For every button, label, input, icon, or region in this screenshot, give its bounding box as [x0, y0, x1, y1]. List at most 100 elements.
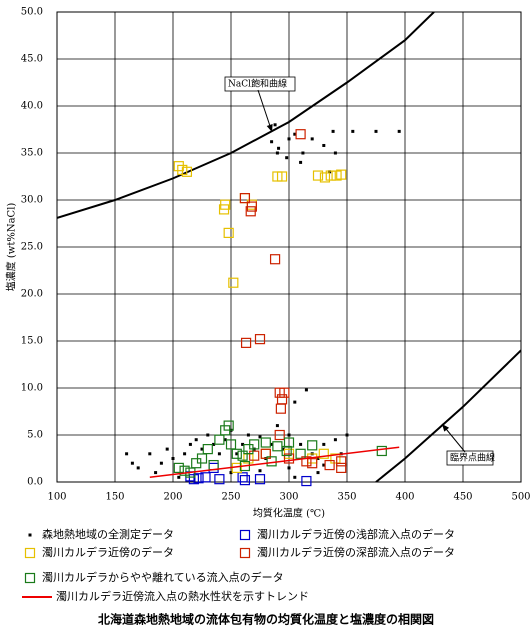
- point: [239, 475, 251, 486]
- point: [260, 448, 271, 459]
- point: [125, 452, 129, 456]
- x-tick-label: 250: [221, 492, 240, 503]
- point: [258, 469, 262, 473]
- point: [310, 137, 314, 141]
- point: [397, 129, 401, 133]
- point: [254, 334, 266, 345]
- point: [293, 132, 297, 136]
- point: [295, 129, 306, 140]
- point: [301, 475, 312, 487]
- annotation-box: [446, 450, 494, 466]
- legend-swatch: [239, 547, 251, 559]
- point: [173, 161, 184, 172]
- point: [237, 472, 248, 483]
- point: [214, 474, 225, 485]
- point: [229, 471, 233, 475]
- legend-label: 濁川カルデラからやや離れている流入点のデータ: [42, 570, 284, 584]
- y-tick-label: 5.0: [27, 430, 43, 441]
- point: [225, 439, 237, 450]
- x-tick-label: 450: [453, 492, 472, 503]
- point: [322, 442, 326, 446]
- point: [331, 129, 335, 133]
- point: [330, 453, 341, 464]
- point: [287, 433, 291, 437]
- point: [293, 400, 297, 404]
- point: [214, 434, 225, 445]
- point: [273, 123, 277, 127]
- x-tick-label: 200: [163, 492, 182, 503]
- legend-label: 濁川カルデラ近傍流入点の熱水性状を示すトレンド: [56, 589, 309, 603]
- point: [239, 193, 251, 204]
- point: [351, 129, 355, 133]
- point: [299, 160, 303, 164]
- point: [235, 452, 239, 456]
- point: [194, 438, 198, 442]
- point: [237, 450, 248, 461]
- point: [281, 447, 285, 451]
- curve: [375, 349, 521, 482]
- point: [223, 227, 234, 238]
- point: [159, 461, 163, 465]
- trend-line: [149, 446, 400, 479]
- x-axis-label: 均質化温度 (℃): [253, 507, 325, 520]
- point: [188, 442, 192, 446]
- y-tick-label: 10.0: [21, 383, 43, 394]
- point: [295, 448, 306, 459]
- y-axis-label: 塩濃度 (wt%NaCl): [5, 203, 18, 292]
- point: [301, 456, 312, 467]
- point: [287, 466, 291, 470]
- point: [328, 170, 332, 174]
- point: [212, 442, 216, 446]
- legend-label: 濁川カルデラ近傍の浅部流入点のデータ: [257, 527, 455, 541]
- point: [223, 420, 234, 431]
- point: [276, 171, 288, 182]
- point: [245, 206, 256, 217]
- y-tick-label: 50.0: [21, 7, 43, 18]
- point: [345, 433, 349, 437]
- point: [241, 442, 245, 446]
- point: [285, 156, 289, 160]
- point: [333, 438, 337, 442]
- legend-label: 森地熱地域の全測定データ: [42, 527, 174, 541]
- legend-label: 濁川カルデラ近傍のデータ: [42, 545, 174, 559]
- point: [374, 129, 378, 133]
- point: [269, 254, 281, 265]
- point: [287, 137, 291, 141]
- point: [322, 143, 326, 147]
- point: [275, 424, 279, 428]
- point: [165, 447, 169, 451]
- point: [336, 462, 347, 473]
- point: [270, 140, 274, 144]
- point: [336, 456, 347, 467]
- point: [260, 437, 271, 448]
- point: [274, 429, 285, 441]
- point: [312, 170, 324, 181]
- legend-swatch: [24, 572, 36, 584]
- y-tick-label: 0.0: [27, 477, 43, 488]
- point: [246, 433, 250, 437]
- y-tick-label: 15.0: [21, 336, 43, 347]
- point: [249, 450, 260, 461]
- arrow-head: [442, 424, 450, 432]
- point: [254, 474, 266, 485]
- point: [181, 166, 193, 177]
- point: [336, 169, 347, 180]
- y-tick-label: 25.0: [21, 242, 43, 253]
- point: [307, 440, 318, 451]
- point: [275, 403, 286, 414]
- point: [316, 471, 320, 475]
- point: [281, 445, 292, 457]
- point: [316, 457, 320, 460]
- point: [307, 458, 318, 469]
- point: [218, 204, 230, 215]
- point: [299, 442, 303, 446]
- curve: [57, 12, 435, 219]
- point: [283, 453, 295, 464]
- x-tick-label: 400: [395, 492, 414, 503]
- point: [200, 472, 211, 483]
- point: [179, 465, 190, 476]
- point: [240, 337, 252, 348]
- x-tick-label: 500: [511, 492, 530, 503]
- y-tick-label: 35.0: [21, 148, 43, 159]
